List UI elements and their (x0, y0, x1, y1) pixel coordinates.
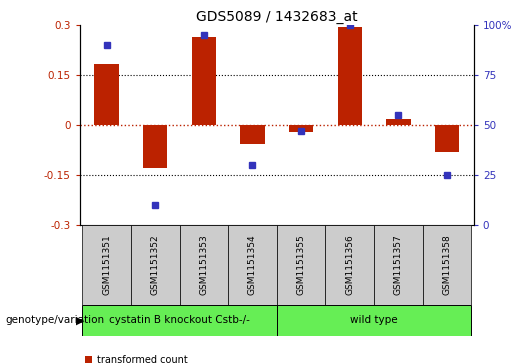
Text: GSM1151351: GSM1151351 (102, 234, 111, 295)
Text: GSM1151355: GSM1151355 (297, 234, 305, 295)
Bar (277, 305, 471, 336)
Bar (228, 225, 277, 305)
Text: GSM1151354: GSM1151354 (248, 234, 257, 295)
Bar (143, 125, 167, 168)
Bar (131, 225, 180, 305)
Bar (277, 225, 325, 305)
Bar (338, 27, 362, 125)
Bar (435, 125, 459, 152)
Text: GSM1151357: GSM1151357 (394, 234, 403, 295)
Bar (325, 225, 374, 305)
Bar (82, 305, 277, 336)
Text: wild type: wild type (350, 315, 398, 325)
Text: cystatin B knockout Cstb-/-: cystatin B knockout Cstb-/- (109, 315, 250, 325)
Bar (374, 225, 423, 305)
Text: GSM1151356: GSM1151356 (345, 234, 354, 295)
Bar (289, 125, 313, 132)
Bar (386, 119, 410, 125)
Bar (423, 225, 471, 305)
Legend: transformed count, percentile rank within the sample: transformed count, percentile rank withi… (84, 355, 262, 363)
Title: GDS5089 / 1432683_at: GDS5089 / 1432683_at (196, 11, 357, 24)
Bar (180, 225, 228, 305)
Bar (82, 225, 131, 305)
Text: GSM1151352: GSM1151352 (151, 234, 160, 295)
Text: genotype/variation: genotype/variation (5, 315, 104, 325)
Bar (241, 125, 265, 143)
Text: GSM1151358: GSM1151358 (442, 234, 452, 295)
Text: ▶: ▶ (76, 315, 85, 325)
Bar (192, 37, 216, 125)
Text: GSM1151353: GSM1151353 (199, 234, 209, 295)
Bar (94, 64, 119, 125)
